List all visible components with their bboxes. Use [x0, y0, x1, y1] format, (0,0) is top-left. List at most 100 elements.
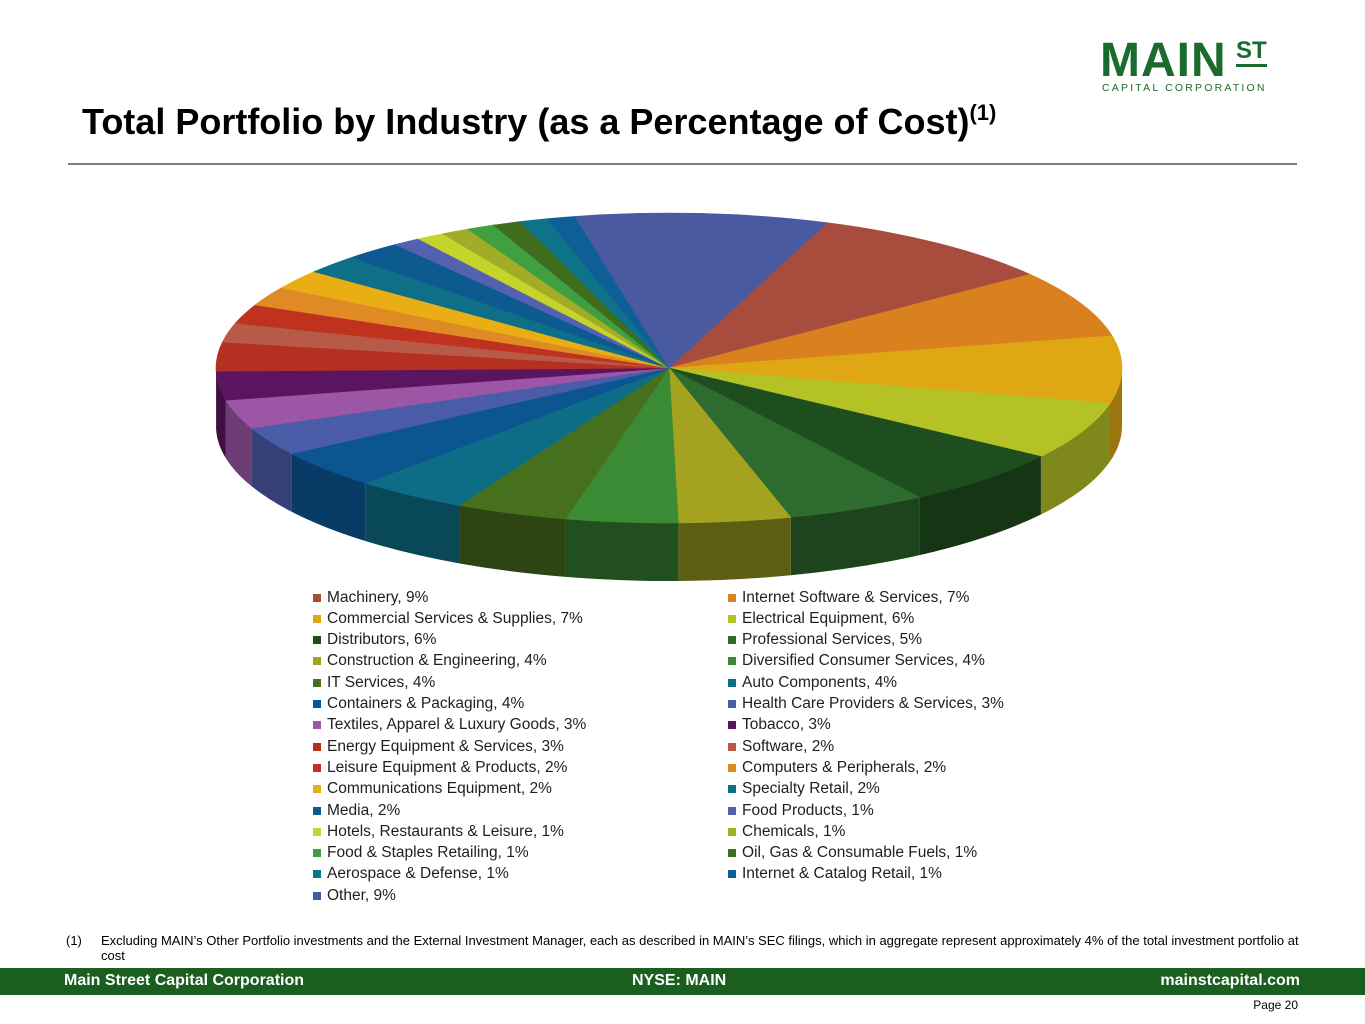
pie-side-distributors	[919, 456, 1041, 556]
pie-side-it-services	[459, 505, 566, 577]
legend-swatch	[728, 593, 736, 602]
legend-label: Specialty Retail, 2%	[742, 780, 880, 798]
legend-label: Construction & Engineering, 4%	[327, 652, 547, 670]
logo-st-text: ST	[1236, 38, 1267, 67]
legend-label: Tobacco, 3%	[742, 716, 831, 734]
page-label: Page	[1253, 998, 1282, 1012]
legend-swatch	[313, 763, 321, 772]
legend-item-machinery: Machinery, 9%	[313, 587, 428, 608]
legend-item-construction-engineering: Construction & Engineering, 4%	[313, 651, 547, 672]
legend-swatch	[728, 870, 736, 879]
legend-swatch	[313, 593, 321, 602]
legend-item-textiles-apparel-luxury-goods: Textiles, Apparel & Luxury Goods, 3%	[313, 715, 586, 736]
footnote-text: Excluding MAIN’s Other Portfolio investm…	[101, 933, 1299, 963]
legend-item-it-services: IT Services, 4%	[313, 672, 435, 693]
legend-item-computers-peripherals: Computers & Peripherals, 2%	[728, 757, 946, 778]
pie-slice-electrical-equipment	[668, 367, 1111, 457]
pie-slice-machinery	[668, 222, 1031, 369]
footer-website[interactable]: mainstcapital.com	[1160, 972, 1300, 989]
legend-swatch	[313, 870, 321, 879]
pie-side-textiles-apparel-luxury-goods	[225, 400, 252, 487]
legend-swatch	[728, 678, 736, 687]
legend-swatch	[728, 636, 736, 645]
legend-item-distributors: Distributors, 6%	[313, 630, 436, 651]
legend-item-aerospace-defense: Aerospace & Defense, 1%	[313, 864, 509, 885]
legend-swatch	[313, 721, 321, 730]
legend-swatch	[313, 636, 321, 645]
legend-label: IT Services, 4%	[327, 673, 436, 691]
legend-item-specialty-retail: Specialty Retail, 2%	[728, 779, 880, 800]
footnote-number: (1)	[66, 933, 82, 948]
legend-label: Leisure Equipment & Products, 2%	[327, 758, 568, 776]
pie-side-tobacco	[216, 371, 226, 459]
pie-slice-other	[574, 212, 828, 369]
legend-swatch	[728, 806, 736, 815]
legend-label: Hotels, Restaurants & Leisure, 1%	[327, 822, 564, 840]
legend-label: Computers & Peripherals, 2%	[742, 758, 947, 776]
page-num: 20	[1284, 998, 1298, 1012]
pie-side-containers-packaging	[291, 453, 366, 542]
legend-item-energy-equipment-services: Energy Equipment & Services, 3%	[313, 736, 564, 757]
page-title-text: Total Portfolio by Industry (as a Percen…	[82, 101, 970, 142]
legend-item-professional-services: Professional Services, 5%	[728, 630, 922, 651]
pie-slice-internet-software-services	[668, 273, 1113, 369]
legend-swatch	[313, 806, 321, 815]
legend-item-auto-components: Auto Components, 4%	[728, 672, 897, 693]
legend-label: Commercial Services & Supplies, 7%	[327, 609, 583, 627]
legend-label: Auto Components, 4%	[742, 673, 898, 691]
legend-label: Machinery, 9%	[327, 588, 429, 606]
legend-label: Distributors, 6%	[327, 631, 437, 649]
legend-item-food-products: Food Products, 1%	[728, 800, 874, 821]
legend-item-communications-equipment: Communications Equipment, 2%	[313, 779, 552, 800]
legend-item-software: Software, 2%	[728, 736, 834, 757]
pie-side-construction-engineering	[678, 517, 791, 581]
legend-swatch	[728, 721, 736, 730]
legend-label: Textiles, Apparel & Luxury Goods, 3%	[327, 716, 587, 734]
legend-swatch	[313, 785, 321, 794]
legend-swatch	[728, 827, 736, 836]
footnote: (1) Excluding MAIN’s Other Portfolio inv…	[66, 933, 1301, 963]
legend-label: Chemicals, 1%	[742, 822, 846, 840]
pie-side-auto-components	[365, 483, 460, 564]
legend-item-electrical-equipment: Electrical Equipment, 6%	[728, 608, 914, 629]
footer-company: Main Street Capital Corporation	[64, 972, 305, 989]
legend-swatch	[313, 700, 321, 708]
legend-item-internet-software-services: Internet Software & Services, 7%	[728, 587, 969, 608]
legend-swatch	[313, 849, 321, 858]
pie-slice-commercial-services-supplies	[668, 335, 1123, 404]
logo-subtitle: CAPITAL CORPORATION	[1102, 82, 1267, 94]
pie-slice-professional-services	[668, 367, 921, 518]
legend-swatch	[728, 849, 736, 858]
legend-swatch	[728, 763, 736, 772]
legend-item-hotels-restaurants-leisure: Hotels, Restaurants & Leisure, 1%	[313, 821, 564, 842]
legend-swatch	[728, 614, 736, 623]
legend-label: Internet Software & Services, 7%	[742, 588, 970, 606]
legend-label: Internet & Catalog Retail, 1%	[742, 865, 942, 883]
legend-label: Electrical Equipment, 6%	[742, 609, 915, 627]
legend-item-food-staples-retailing: Food & Staples Retailing, 1%	[313, 843, 529, 864]
legend-swatch	[313, 891, 321, 900]
footer-ticker: NYSE: MAIN	[632, 972, 727, 989]
legend-label: Energy Equipment & Services, 3%	[327, 737, 564, 755]
legend-item-oil-gas-consumable-fuels: Oil, Gas & Consumable Fuels, 1%	[728, 843, 977, 864]
legend-swatch	[313, 742, 321, 751]
pie-side-professional-services	[790, 497, 920, 576]
legend-label: Software, 2%	[742, 737, 835, 755]
title-footnote-ref: (1)	[969, 100, 997, 125]
legend-swatch	[728, 785, 736, 794]
company-logo: MAIN ST CAPITAL CORPORATION	[1100, 36, 1280, 96]
legend-label: Aerospace & Defense, 1%	[327, 865, 509, 883]
pie-top	[215, 212, 1123, 524]
pie-sides	[216, 368, 1122, 582]
legend-item-other: Other, 9%	[313, 885, 396, 906]
pie-side-commercial-services-supplies	[1110, 368, 1122, 462]
pie-chart	[215, 212, 1123, 582]
legend-item-containers-packaging: Containers & Packaging, 4%	[313, 694, 524, 715]
legend-swatch	[313, 827, 321, 836]
legend-swatch	[313, 657, 321, 666]
title-divider	[68, 163, 1297, 165]
legend-label: Containers & Packaging, 4%	[327, 695, 525, 712]
pie-side-diversified-consumer-services	[565, 518, 679, 582]
legend-label: Professional Services, 5%	[742, 631, 923, 649]
legend-item-chemicals: Chemicals, 1%	[728, 821, 845, 842]
